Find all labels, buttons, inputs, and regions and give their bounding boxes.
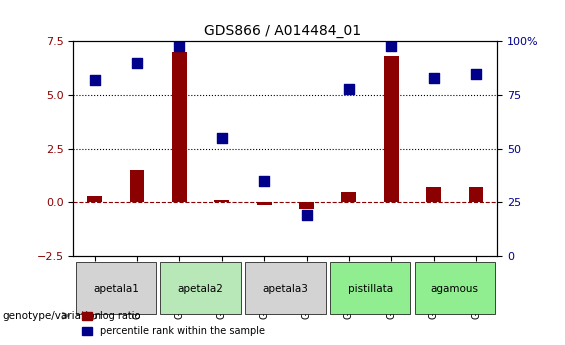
Text: apetala2: apetala2 bbox=[177, 284, 224, 294]
Point bbox=[175, 43, 184, 48]
Bar bbox=[87, 196, 102, 203]
FancyBboxPatch shape bbox=[245, 262, 325, 314]
Bar bbox=[341, 192, 357, 203]
Point bbox=[217, 135, 226, 141]
Bar bbox=[426, 187, 441, 203]
Point bbox=[344, 86, 354, 91]
Bar bbox=[214, 200, 229, 203]
Point bbox=[429, 75, 438, 81]
FancyBboxPatch shape bbox=[330, 262, 410, 314]
Point bbox=[471, 71, 480, 76]
Bar bbox=[257, 203, 272, 205]
FancyBboxPatch shape bbox=[76, 262, 156, 314]
Text: agamous: agamous bbox=[431, 284, 479, 294]
Text: pistillata: pistillata bbox=[347, 284, 393, 294]
Point bbox=[90, 77, 99, 83]
FancyBboxPatch shape bbox=[415, 262, 495, 314]
Point bbox=[259, 178, 269, 184]
Bar bbox=[384, 57, 399, 203]
Bar bbox=[172, 52, 187, 203]
Legend: log ratio, percentile rank within the sample: log ratio, percentile rank within the sa… bbox=[79, 307, 268, 340]
Text: genotype/variation: genotype/variation bbox=[3, 311, 102, 321]
FancyBboxPatch shape bbox=[160, 262, 241, 314]
Text: apetala1: apetala1 bbox=[93, 284, 139, 294]
Text: GDS866 / A014484_01: GDS866 / A014484_01 bbox=[204, 24, 361, 38]
Point bbox=[386, 43, 396, 48]
Point bbox=[132, 60, 141, 66]
Bar bbox=[468, 187, 484, 203]
Text: apetala3: apetala3 bbox=[262, 284, 308, 294]
Bar bbox=[129, 170, 145, 203]
Bar bbox=[299, 203, 314, 209]
Point bbox=[302, 213, 311, 218]
